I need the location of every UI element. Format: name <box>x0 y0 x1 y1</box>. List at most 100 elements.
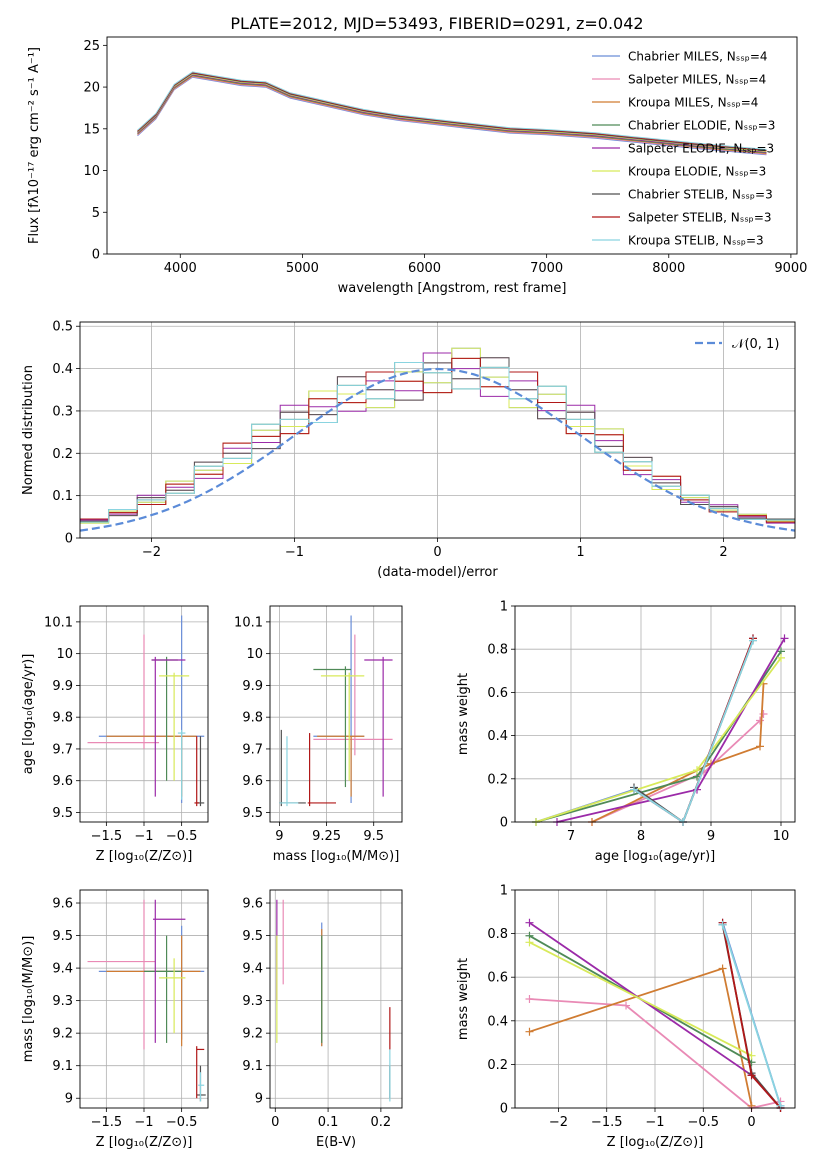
axes: −1.5 −1 −0.5 9 9.1 9.2 9.3 9.4 9.5 9.6 Z [log₁₀(Z/… <box>21 889 209 1150</box>
y-axis-label: age [log₁₀(age/yr)] <box>21 654 36 775</box>
y-tick-label: 9.8 <box>52 711 73 726</box>
x-tick-label: 9.5 <box>363 829 384 844</box>
y-tick-label: 0 <box>500 1102 508 1117</box>
weight-marker <box>525 938 534 947</box>
y-tick-label: 0.2 <box>487 1058 508 1073</box>
model-spectrum-line <box>137 74 767 153</box>
weight-marker <box>525 1027 534 1036</box>
model-spectrum-line <box>137 75 767 154</box>
figure-title: PLATE=2012, MJD=53493, FIBERID=0291, z=0… <box>230 14 643 33</box>
y-tick-label: 9.5 <box>52 929 73 944</box>
plot-frame <box>514 889 796 1109</box>
axes: 4000 5000 6000 7000 8000 9000 0 5 10 15 20 25 wavele… <box>27 36 807 296</box>
y-tick-label: 15 <box>83 122 100 137</box>
legend-label: Kroupa STELIB, Nₛₛₚ=3 <box>628 234 764 248</box>
y-tick-label: 1 <box>500 884 508 899</box>
y-tick-label: 10 <box>83 164 100 179</box>
y-tick-label: 9.2 <box>242 1027 263 1042</box>
y-tick-label: 0.8 <box>487 643 508 658</box>
y-tick-label: 10.1 <box>44 615 73 630</box>
x-tick-label: −0.5 <box>166 1115 198 1130</box>
plot-area: 𝒩(0, 1) <box>79 337 796 532</box>
x-axis-label: E(B-V) <box>316 1135 356 1150</box>
y-axis-label: mass weight <box>456 673 471 755</box>
plot-area <box>279 615 393 807</box>
y-tick-label: 9.6 <box>52 897 73 912</box>
spectrum-lines <box>137 71 767 156</box>
y-tick-label: 9.9 <box>242 679 263 694</box>
legend-label: Chabrier STELIB, Nₛₛₚ=3 <box>628 188 773 202</box>
y-tick-label: 9.4 <box>52 962 73 977</box>
y-tick-label: 0.2 <box>52 447 73 462</box>
plot-frame <box>269 889 403 1109</box>
axes: 7 8 9 10 0 0.2 0.4 0.6 0.8 1 age [log₁₀(age/yr)] ma… <box>456 600 796 864</box>
x-axis-label: Z [log₁₀(Z/Z⊙)] <box>96 1135 193 1150</box>
y-tick-label: 9.3 <box>52 994 73 1009</box>
y-tick-label: 0.1 <box>52 489 73 504</box>
y-tick-label: 0 <box>500 816 508 831</box>
z-age-panel: −1.5 −1 −0.5 9.5 9.6 9.7 9.8 9.9 10 10.1 Z [log₁₀(… <box>21 605 209 864</box>
weight-marker <box>777 653 785 662</box>
x-tick-label: −0.5 <box>166 829 198 844</box>
legend-label: Chabrier MILES, Nₛₛₚ=4 <box>628 50 768 64</box>
y-tick-label: 9 <box>255 1092 263 1107</box>
x-tick-label: 0 <box>433 545 441 560</box>
axes: −2 −1.5 −1 −0.5 0 0 0.2 0.4 0.6 0.8 1 Z [log₁₀(Z/Z⊙… <box>456 884 796 1150</box>
spectrum-panel: Chabrier MILES, Nₛₛₚ=4 Salpeter MILES, Nₛ… <box>27 36 807 296</box>
plot-frame <box>79 889 209 1109</box>
weight-line <box>535 650 782 823</box>
weight-line <box>529 967 753 1106</box>
model-spectrum-line <box>137 73 767 152</box>
plot-frame <box>79 321 796 539</box>
y-tick-label: 9.8 <box>242 711 263 726</box>
y-tick-label: 9.4 <box>242 962 263 977</box>
legend-label: Salpeter STELIB, Nₛₛₚ=3 <box>628 211 772 225</box>
model-spectrum-line <box>137 76 767 156</box>
normal-curve <box>79 367 796 532</box>
y-tick-label: 10 <box>246 647 263 662</box>
weight-marker <box>756 716 764 725</box>
weight-line <box>529 941 753 1057</box>
x-tick-label: −2 <box>549 1115 568 1130</box>
y-tick-label: 0.4 <box>487 1014 508 1029</box>
y-tick-label: 9.5 <box>242 929 263 944</box>
axes: −1.5 −1 −0.5 9.5 9.6 9.7 9.8 9.9 10 10.1 Z [log₁₀(… <box>21 605 209 864</box>
legend-label: Chabrier ELODIE, Nₛₛₚ=3 <box>628 119 775 133</box>
y-tick-label: 9.1 <box>52 1059 73 1074</box>
plot-area <box>87 899 206 1102</box>
ebv-mass-panel: 0 0.1 0.2 9 9.1 9.2 9.3 9.4 9.5 9.6 E(B-V) <box>242 889 403 1150</box>
histogram-step <box>80 362 795 523</box>
x-tick-label: 6000 <box>408 261 441 276</box>
x-tick-label: −1.5 <box>91 829 123 844</box>
x-tick-label: −1.5 <box>591 1115 623 1130</box>
weight-marker <box>630 785 638 794</box>
grid <box>270 890 402 1108</box>
x-axis-label: mass [log₁₀(M/M⊙)] <box>273 849 400 864</box>
y-tick-label: 0.6 <box>487 686 508 701</box>
weight-marker <box>776 1101 785 1110</box>
x-tick-label: 1 <box>576 545 584 560</box>
x-tick-label: 0 <box>271 1115 279 1130</box>
legend-label: Kroupa MILES, Nₛₛₚ=4 <box>628 96 758 110</box>
model-spectrum-line <box>137 72 767 151</box>
y-tick-label: 9.7 <box>242 742 263 757</box>
legend-label: Salpeter MILES, Nₛₛₚ=4 <box>628 73 766 87</box>
y-tick-label: 0 <box>92 248 100 263</box>
x-tick-label: −0.5 <box>687 1115 719 1130</box>
x-axis-label: (data-model)/error <box>377 565 498 580</box>
y-tick-label: 0 <box>65 532 73 547</box>
y-tick-label: 9.1 <box>242 1059 263 1074</box>
histogram-step <box>80 347 795 524</box>
x-tick-label: −2 <box>142 545 161 560</box>
x-tick-label: 7 <box>567 829 575 844</box>
x-tick-label: 4000 <box>164 261 197 276</box>
grid <box>80 322 795 539</box>
legend-label: 𝒩(0, 1) <box>732 337 779 352</box>
z-mass-panel: −1.5 −1 −0.5 9 9.1 9.2 9.3 9.4 9.5 9.6 Z [log₁₀(Z/… <box>21 889 209 1150</box>
x-tick-label: −1.5 <box>91 1115 123 1130</box>
y-tick-label: 9.6 <box>242 897 263 912</box>
plot-frame <box>269 605 403 823</box>
z-weight-panel: −2 −1.5 −1 −0.5 0 0 0.2 0.4 0.6 0.8 1 Z [log₁₀(Z/Z⊙… <box>456 884 796 1150</box>
x-tick-label: 9 <box>707 829 715 844</box>
x-tick-label: −1 <box>645 1115 664 1130</box>
